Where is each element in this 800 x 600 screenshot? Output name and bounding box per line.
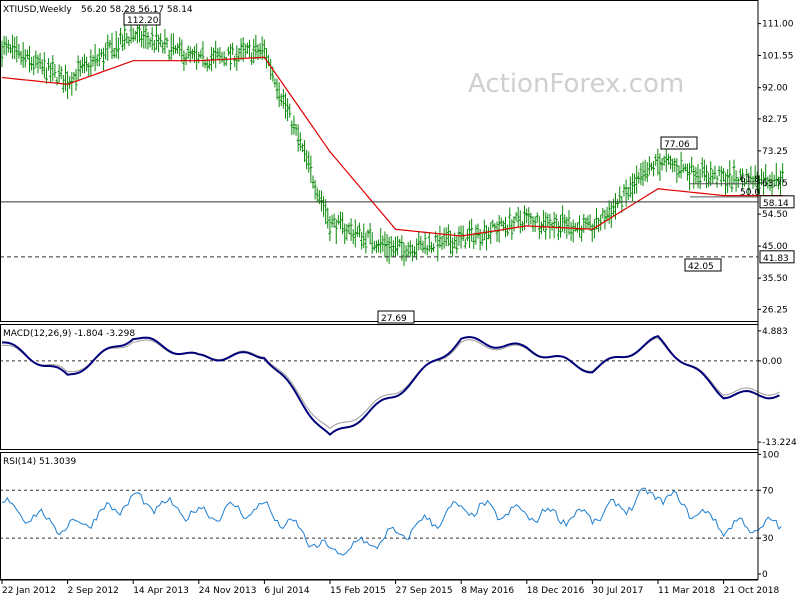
fib-label: 61.8: [740, 175, 760, 185]
price-pane-title: XTIUSD,Weekly: [3, 5, 72, 15]
annotation-label: 77.06: [664, 140, 690, 150]
x-tick-label: 6 Jul 2014: [264, 586, 309, 596]
fib-label: 50.0: [740, 188, 760, 198]
text-layer: 111.00 101.55 92.00 82.75 73.25 63.75 54.50 45.…: [2, 5, 797, 596]
x-tick-label: 18 Dec 2016: [527, 586, 585, 596]
x-tick-label: 21 Oct 2018: [724, 586, 780, 596]
x-tick-label: 8 May 2016: [461, 586, 514, 596]
price-y-tick-label: 45.00: [762, 242, 788, 252]
annotation-label: 42.05: [688, 262, 714, 272]
watermark-text: ActionForex.com: [468, 69, 684, 99]
price-y-tick-label: 101.55: [762, 51, 794, 61]
rsi-pane-title: RSI(14) 51.3039: [3, 457, 76, 467]
x-tick-label: 30 Jul 2017: [592, 586, 643, 596]
macd-signal-line: [1, 337, 780, 430]
price-y-tick-label: 26.25: [762, 305, 788, 315]
price-y-tick-label: 35.50: [762, 274, 788, 284]
x-tick-label: 14 Apr 2013: [133, 586, 189, 596]
price-level-label: 58.14: [763, 199, 789, 209]
annotation-box: [684, 258, 722, 272]
series-layer: [0, 17, 785, 556]
macd-line: [1, 334, 780, 436]
annotation-box: [123, 12, 161, 26]
price-level-tag: [759, 195, 795, 209]
annotation-label: 112.20: [127, 16, 159, 26]
x-tick-label: 15 Feb 2015: [330, 586, 386, 596]
watermark-layer: ActionForex.com: [468, 69, 684, 99]
macd-y-tick-label: 4.883: [762, 327, 788, 337]
annotation-box: [660, 136, 698, 150]
ma-line: [1, 56, 783, 237]
annotation-box: [377, 310, 415, 324]
annotation-label: 27.69: [381, 314, 407, 324]
x-tick-label: 11 Mar 2018: [658, 586, 715, 596]
rsi-y-tick-label: 100: [762, 450, 779, 460]
macd-y-tick-label: 0.00: [762, 357, 782, 367]
x-tick-label: 22 Jan 2012: [2, 586, 56, 596]
macd-y-tick-label: -13.224: [762, 438, 797, 448]
price-pane-values: 56.20 58.28 56.17 58.14: [81, 5, 193, 15]
rsi-line: [1, 487, 782, 556]
price-y-tick-label: 111.00: [762, 20, 794, 30]
rsi-y-tick-label: 70: [762, 486, 774, 496]
price-level-tag: [759, 250, 795, 264]
price-y-tick-label: 73.25: [762, 147, 788, 157]
x-tick-label: 2 Sep 2012: [68, 586, 119, 596]
x-tick-label: 27 Sep 2015: [396, 586, 453, 596]
rsi-y-tick-label: 30: [762, 534, 774, 544]
price-level-label: 41.83: [763, 254, 789, 264]
price-y-tick-label: 92.00: [762, 84, 788, 94]
price-y-tick-label: 54.50: [762, 210, 788, 220]
price-y-tick-label: 82.75: [762, 115, 788, 125]
price-y-tick-label: 63.75: [762, 179, 788, 189]
rsi-y-tick-label: 0: [762, 570, 768, 580]
x-tick-label: 24 Nov 2013: [199, 586, 257, 596]
macd-pane-title: MACD(12,26,9) -1.804 -3.298: [3, 329, 135, 339]
